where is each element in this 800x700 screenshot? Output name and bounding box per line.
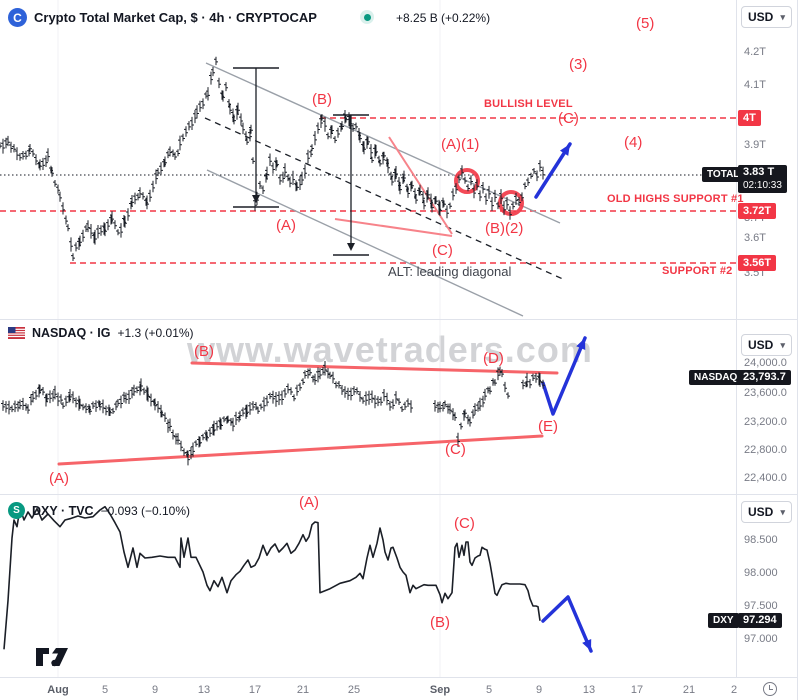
wave-label: (A) xyxy=(299,494,319,511)
wave-label: (B) xyxy=(430,614,450,631)
time-tick: 17 xyxy=(248,684,262,696)
market-open-dot xyxy=(360,10,374,24)
pane2-currency-select[interactable]: USD ▾ xyxy=(741,334,792,356)
wave-label: (E) xyxy=(538,418,558,435)
alt-count-note: ALT: leading diagonal xyxy=(388,264,512,279)
wave-label: (4) xyxy=(624,134,643,151)
wave-label: (5) xyxy=(636,15,655,32)
countdown-timer: 02:10:33 xyxy=(743,180,782,191)
axis-tick: 4.2T xyxy=(744,46,767,58)
axis-tick: 4.1T xyxy=(744,79,767,91)
wave-label: (A)(1) xyxy=(441,136,480,153)
watermark: www.wavetraders.com xyxy=(187,329,593,370)
level-note: SUPPORT #2 xyxy=(662,265,733,277)
time-tick: 5 xyxy=(101,684,109,696)
level-price-label: 3.56T xyxy=(738,255,777,271)
pane3-change: −0.093 (−0.10%) xyxy=(100,503,190,518)
pane2-symbol-title[interactable]: NASDAQ · IG xyxy=(32,326,111,340)
wave-label: (3) xyxy=(569,56,588,73)
pane-separator-2[interactable] xyxy=(0,494,797,495)
axis-tick: 24,000.0 xyxy=(744,357,787,369)
axis-tick: 3.6T xyxy=(744,232,767,244)
pane1-currency-select[interactable]: USD ▾ xyxy=(741,6,792,28)
wave-label: (C) xyxy=(558,110,579,127)
series-tag: NASDAQ xyxy=(689,370,743,385)
time-tick: 9 xyxy=(535,684,543,696)
series-tag: TOTAL xyxy=(702,167,745,182)
wave-label: (C) xyxy=(454,515,475,532)
wave-label: (A) xyxy=(49,470,69,487)
crypto-coin-icon: C xyxy=(8,8,27,27)
last-price-label: 3.83 T 02:10:33 xyxy=(738,165,787,193)
axis-tick: 97.000 xyxy=(744,633,778,645)
right-border xyxy=(797,0,800,700)
chevron-down-icon: ▾ xyxy=(780,11,785,22)
last-price-label: 97.294 xyxy=(738,613,782,628)
time-tick: 5 xyxy=(485,684,493,696)
pane3-currency-select[interactable]: USD ▾ xyxy=(741,501,792,523)
last-price-label: 23,793.7 xyxy=(738,370,791,385)
pane2-change: +1.3 (+0.01%) xyxy=(117,326,194,340)
time-tick: 21 xyxy=(682,684,696,696)
wave-label: (A) xyxy=(276,217,296,234)
last-price-value: 97.294 xyxy=(743,614,777,626)
axis-tick: 98.000 xyxy=(744,567,778,579)
wave-label: (D) xyxy=(483,350,504,367)
last-price-value: 3.83 T xyxy=(743,166,775,178)
currency-label: USD xyxy=(748,10,774,24)
level-price-label: 3.72T xyxy=(738,203,777,219)
pane1-symbol-title[interactable]: Crypto Total Market Cap, $ · 4h · CRYPTO… xyxy=(34,10,317,25)
pane-separator-1[interactable] xyxy=(0,319,797,320)
axis-tick: 22,400.0 xyxy=(744,472,787,484)
time-tick: 13 xyxy=(582,684,596,696)
time-tick: 21 xyxy=(296,684,310,696)
pane2-header: NASDAQ · IG +1.3 (+0.01%) xyxy=(8,326,194,340)
wave-label: (C) xyxy=(445,441,466,458)
chevron-down-icon: ▾ xyxy=(780,506,785,517)
source-s-icon: S xyxy=(8,502,25,519)
pane3-symbol-title[interactable]: DXY · TVC xyxy=(32,503,94,518)
time-axis[interactable]: Aug 5 9 13 17 21 25 Sep 5 9 13 17 21 2 xyxy=(0,677,800,700)
pane1-header: C Crypto Total Market Cap, $ · 4h · CRYP… xyxy=(8,8,317,27)
pane3-header: S DXY · TVC −0.093 (−0.10%) xyxy=(8,502,190,519)
wave-label: (B) xyxy=(312,91,332,108)
level-price-label: 4T xyxy=(738,110,761,126)
wave-label: (C) xyxy=(432,242,453,259)
time-tick: 13 xyxy=(197,684,211,696)
time-tick: Sep xyxy=(429,684,451,696)
axis-tick: 23,200.0 xyxy=(744,416,787,428)
level-note: BULLISH LEVEL xyxy=(484,98,573,110)
axis-tick: 23,600.0 xyxy=(744,387,787,399)
wave-label: (B) xyxy=(194,343,214,360)
series-tag: DXY xyxy=(708,613,739,628)
axis-tick: 22,800.0 xyxy=(744,444,787,456)
last-price-value: 23,793.7 xyxy=(743,371,786,383)
us-flag-icon xyxy=(8,327,25,339)
tradingview-logo[interactable] xyxy=(34,646,78,668)
currency-label: USD xyxy=(748,338,774,352)
time-tick: 9 xyxy=(151,684,159,696)
axis-tick: 98.500 xyxy=(744,534,778,546)
time-tick: 25 xyxy=(347,684,361,696)
currency-label: USD xyxy=(748,505,774,519)
level-note: OLD HIGHS SUPPORT #1 xyxy=(607,193,744,205)
pane1-change: +8.25 B (+0.22%) xyxy=(396,11,491,25)
chevron-down-icon: ▾ xyxy=(780,339,785,350)
wave-label: (B)(2) xyxy=(485,220,524,237)
time-tick: 17 xyxy=(630,684,644,696)
session-clock-icon[interactable] xyxy=(763,682,777,696)
time-tick: 2 xyxy=(730,684,738,696)
axis-tick: 97.500 xyxy=(744,600,778,612)
axis-tick: 3.9T xyxy=(744,139,767,151)
time-tick: Aug xyxy=(47,684,69,696)
